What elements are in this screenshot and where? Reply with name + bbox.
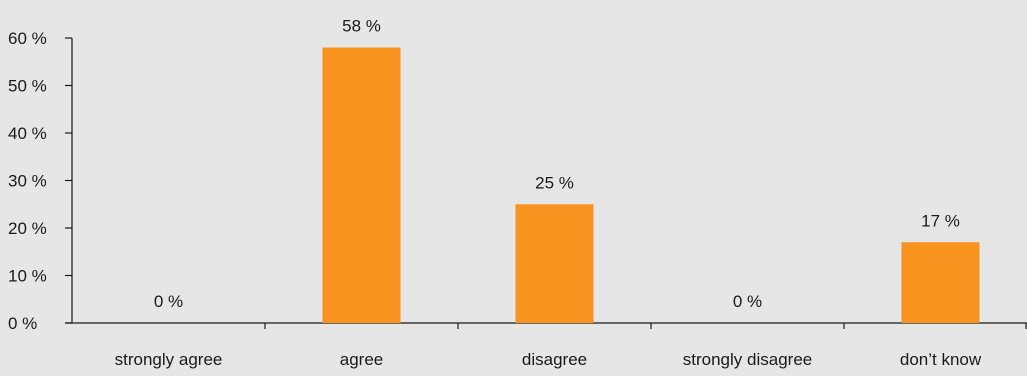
x-category-label: agree <box>340 350 383 369</box>
y-tick-label: 20 % <box>8 219 47 238</box>
y-tick-label: 60 % <box>8 29 47 48</box>
data-labels: 0 % 58 % 25 % 0 % 17 % <box>154 17 960 312</box>
y-tick-label: 0 % <box>8 314 37 333</box>
bar-value-label: 17 % <box>921 211 960 230</box>
bar-value-label: 0 % <box>154 292 183 311</box>
bar-value-label: 58 % <box>342 17 381 36</box>
x-category-label: disagree <box>522 350 587 369</box>
y-tick-label: 40 % <box>8 124 47 143</box>
x-category-label: don’t know <box>900 350 982 369</box>
bars <box>322 47 980 323</box>
x-category-label: strongly disagree <box>683 350 812 369</box>
x-axis: strongly agree agree disagree strongly disa… <box>65 322 1027 369</box>
y-tick-label: 50 % <box>8 77 47 96</box>
bar-value-label: 0 % <box>733 292 762 311</box>
y-tick-label: 30 % <box>8 172 47 191</box>
bar <box>515 204 594 323</box>
bar-value-label: 25 % <box>535 173 574 192</box>
bar <box>322 47 401 323</box>
y-tick-label: 10 % <box>8 267 47 286</box>
bar <box>901 242 980 323</box>
x-category-label: strongly agree <box>115 350 223 369</box>
y-axis: 0 % 10 % 20 % 30 % 40 % 50 % 60 % <box>8 29 73 333</box>
